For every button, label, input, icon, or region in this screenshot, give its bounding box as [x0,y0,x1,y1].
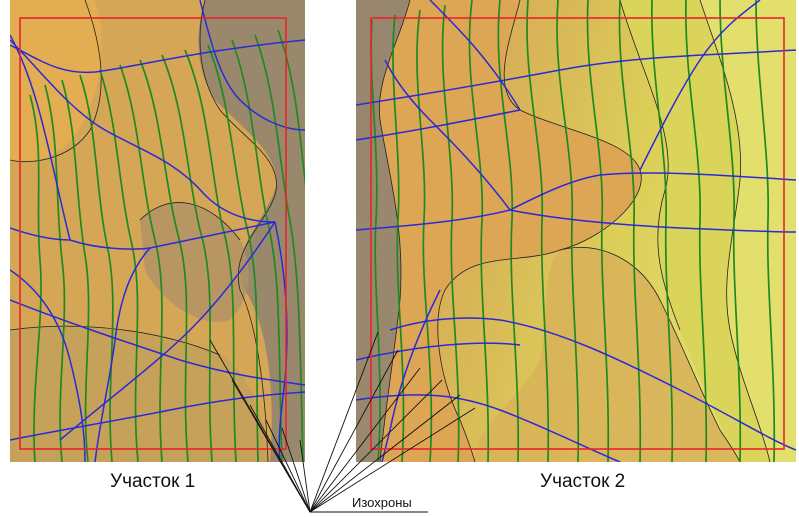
panel-1-red-frame [19,17,287,450]
panel-1-caption: Участок 1 [110,471,196,492]
panel-2-zone-bright [620,0,770,462]
isochrone-pointer-lines [209,331,476,513]
panel-1-isochrones [29,29,305,462]
panel-2-zone-warm [379,0,642,462]
panel-1-flowlines [10,0,305,462]
panel-2-map [356,0,796,462]
panel-1-zone-dark-right [198,0,305,462]
panel-2-zone-dark-left [356,0,410,462]
panel-1-zone-warm [10,0,102,161]
panel-2-caption: Участок 2 [540,471,626,492]
panel-1-map [10,0,305,462]
isochrone-pointer-label: Изохроны [352,495,412,510]
panel-2-isochrones [370,0,776,462]
panel-1-contours [10,0,277,462]
panel-2-flowlines [356,0,796,462]
panel-2-red-frame [370,17,785,450]
